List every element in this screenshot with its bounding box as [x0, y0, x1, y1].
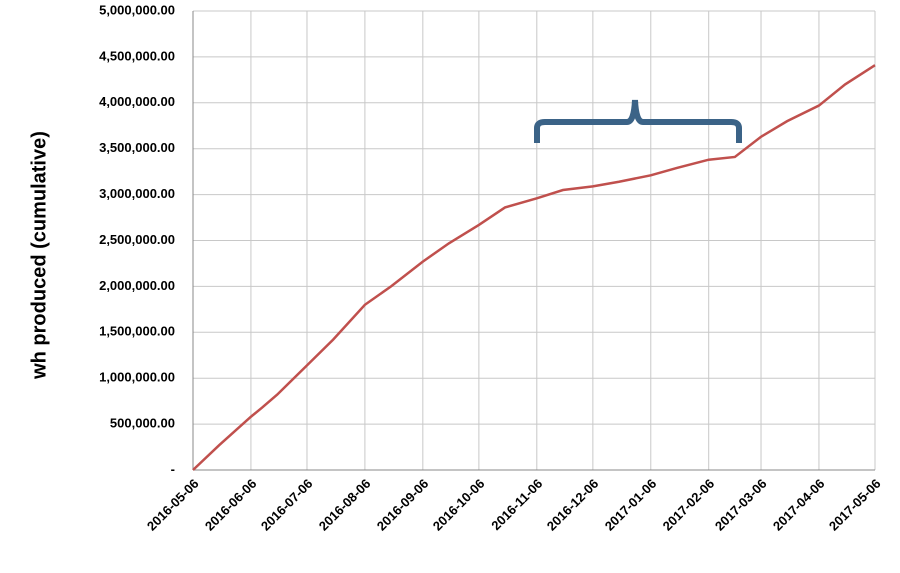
x-tick-label: 2016-06-06: [202, 476, 260, 534]
x-tick-label: 2017-01-06: [602, 476, 660, 534]
y-tick-label: 3,000,000.00: [99, 186, 175, 201]
x-tick-label: 2016-07-06: [258, 476, 316, 534]
x-tick-label: 2017-05-06: [826, 476, 884, 534]
data-line: [192, 64, 876, 471]
y-tick-label: 5,000,000.00: [99, 2, 175, 17]
x-tick-label: 2017-03-06: [712, 476, 770, 534]
y-tick-label: 4,000,000.00: [99, 94, 175, 109]
x-tick-label: 2016-11-06: [488, 476, 545, 533]
y-tick-label: 2,000,000.00: [99, 278, 175, 293]
y-tick-label: 4,500,000.00: [99, 48, 175, 63]
y-tick-label: 2,500,000.00: [99, 232, 175, 247]
y-tick-label: 500,000.00: [110, 416, 175, 431]
x-tick-label: 2016-08-06: [316, 476, 374, 534]
x-tick-label: 2017-02-06: [660, 476, 718, 534]
y-tick-label: 1,000,000.00: [99, 370, 175, 385]
brace-annotation: [534, 99, 742, 143]
x-tick-label: 2016-12-06: [544, 476, 602, 534]
y-tick-label: -: [171, 461, 175, 476]
y-axis-label: wh produced (cumulative): [28, 131, 50, 380]
x-tick-label: 2016-10-06: [430, 476, 488, 534]
x-tick-label: 2017-04-06: [770, 476, 828, 534]
y-tick-label: 3,500,000.00: [99, 140, 175, 155]
x-tick-label: 2016-05-06: [144, 476, 202, 534]
x-tick-label: 2016-09-06: [374, 476, 432, 534]
y-tick-label: 1,500,000.00: [99, 324, 175, 339]
